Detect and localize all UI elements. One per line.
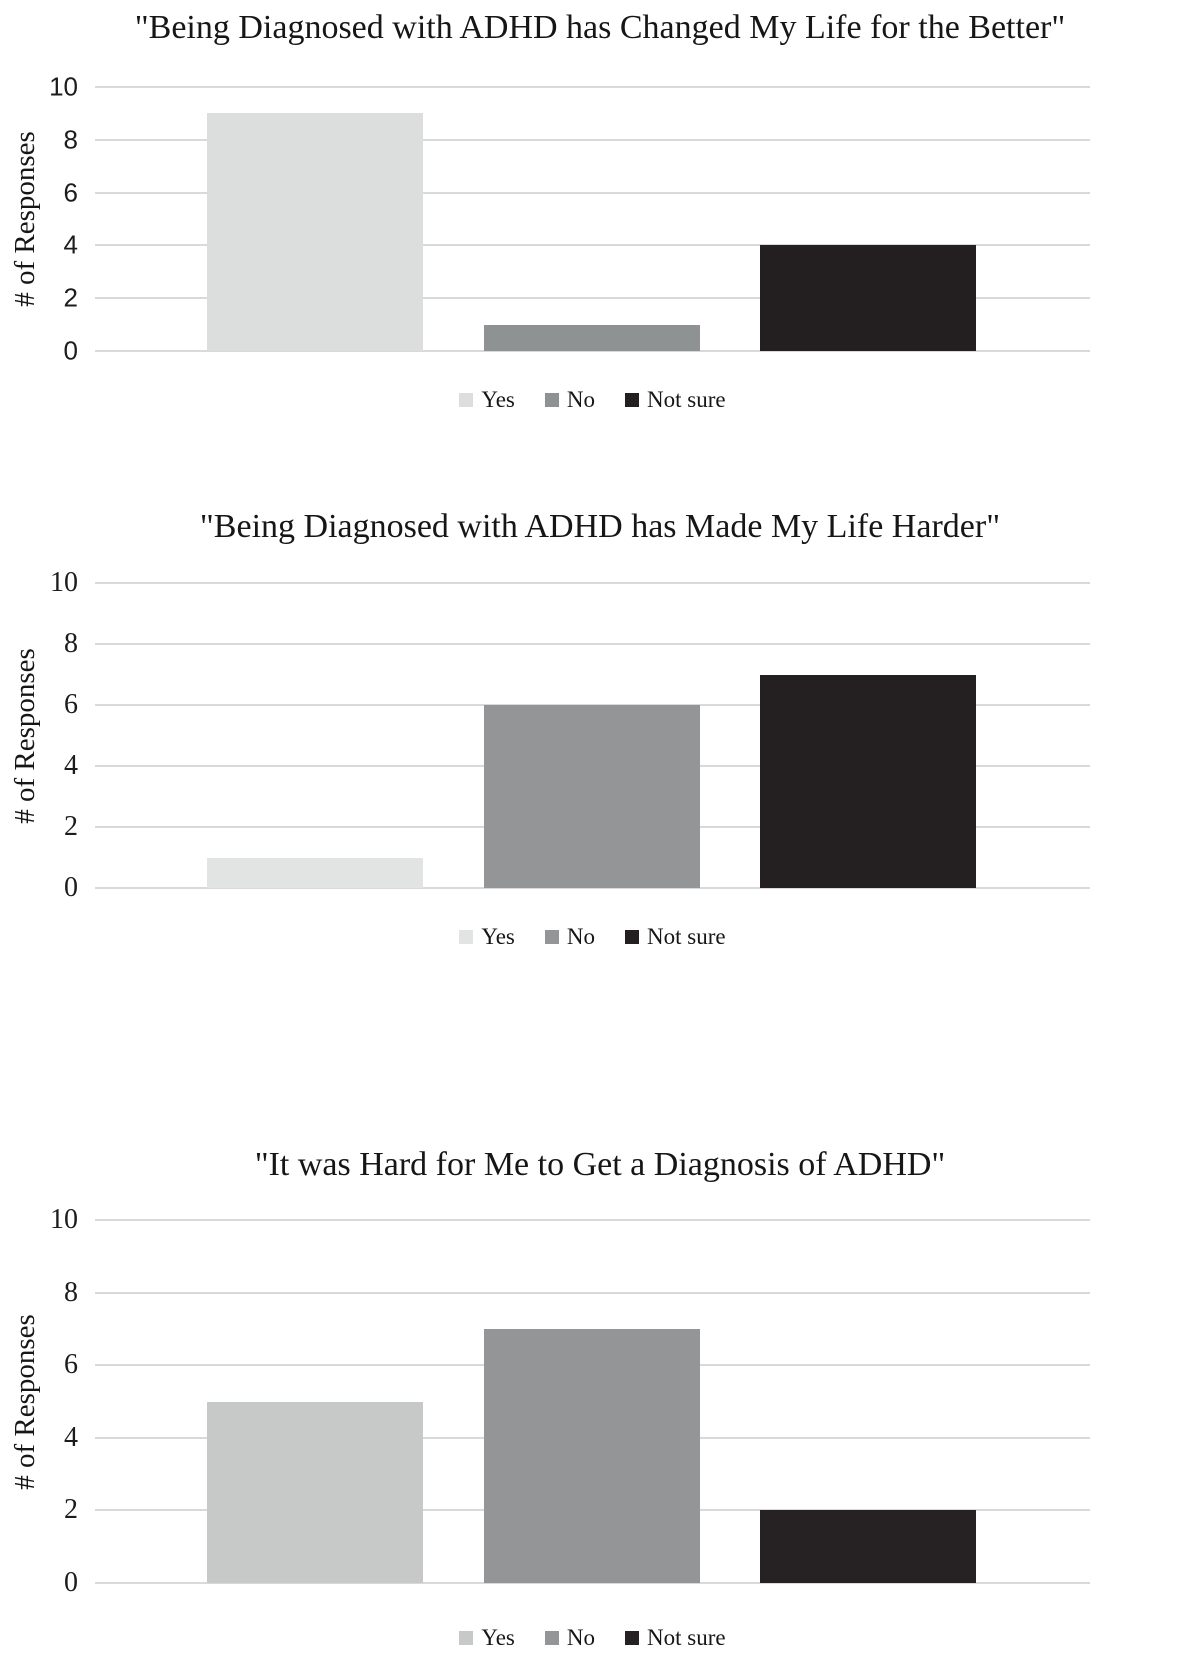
bar-yes <box>207 857 423 888</box>
y-tick-label: 4 <box>63 229 78 260</box>
y-tick-label: 2 <box>64 811 78 842</box>
legend-label: No <box>566 924 595 949</box>
y-tick-label: 10 <box>50 567 78 598</box>
chart-hard-to-get-diagnosis: "It was Hard for Me to Get a Diagnosis o… <box>0 1143 1200 1651</box>
y-tick-label: 8 <box>64 628 78 659</box>
bar-no <box>484 705 700 888</box>
y-tick-label: 0 <box>64 872 78 903</box>
legend-swatch-yes <box>459 930 474 944</box>
gridline <box>95 582 1090 584</box>
legend: Yes No Not sure <box>95 924 1090 950</box>
legend-label: No <box>566 387 595 412</box>
y-axis-title: # of Responses <box>9 647 41 824</box>
bar-not-sure <box>759 674 976 888</box>
y-tick-label: 4 <box>64 1421 78 1453</box>
y-tick-label: 2 <box>64 1494 78 1526</box>
legend-label: Yes <box>481 924 515 949</box>
chart-changed-better: "Being Diagnosed with ADHD has Changed M… <box>0 0 1200 413</box>
legend-item-yes: Yes <box>459 924 515 950</box>
axis-baseline <box>95 350 1090 352</box>
legend-item-not-sure: Not sure <box>625 924 726 950</box>
y-tick-label: 0 <box>63 335 78 366</box>
y-tick-label: 10 <box>49 71 78 102</box>
legend-label: Not sure <box>647 924 726 949</box>
chart-made-harder: "Being Diagnosed with ADHD has Made My L… <box>0 505 1200 950</box>
legend-label: Not sure <box>647 387 726 412</box>
chart-title: "Being Diagnosed with ADHD has Changed M… <box>134 9 1066 46</box>
legend-item-yes: Yes <box>459 1625 515 1651</box>
axis-baseline <box>95 887 1090 889</box>
plot-area: # of Responses 10 8 6 4 2 0 <box>9 567 1090 903</box>
y-axis-title: # of Responses <box>9 1313 41 1490</box>
gridline <box>95 191 1090 194</box>
legend-item-no: No <box>544 387 595 413</box>
plot-area: # of Responses 10 8 6 4 2 0 <box>9 72 1090 366</box>
legend-swatch-not-sure <box>625 930 639 944</box>
gridline <box>95 244 1090 247</box>
legend-item-no: No <box>544 1625 595 1651</box>
legend-swatch-not-sure <box>625 1631 639 1645</box>
y-tick-label: 4 <box>64 750 78 781</box>
legend-label: No <box>566 1625 595 1650</box>
y-tick-label: 2 <box>63 282 78 313</box>
bar-yes <box>207 113 423 351</box>
bar-not-sure <box>759 1510 976 1583</box>
legend-item-no: No <box>544 924 595 950</box>
legend-swatch-yes <box>459 1631 474 1645</box>
bar-not-sure <box>759 245 976 351</box>
y-tick-label: 10 <box>50 1204 78 1235</box>
legend-swatch-no <box>544 1631 559 1645</box>
axis-baseline <box>95 1582 1090 1584</box>
y-tick-label: 8 <box>64 1276 78 1308</box>
legend-item-yes: Yes <box>459 387 515 413</box>
y-tick-label: 6 <box>64 1349 78 1381</box>
plot-area: # of Responses 10 8 6 4 2 0 <box>9 1204 1090 1598</box>
legend-swatch-not-sure <box>625 393 639 407</box>
gridline <box>95 1219 1090 1221</box>
y-tick-label: 6 <box>63 177 78 208</box>
y-axis-title: # of Responses <box>9 131 41 307</box>
gridline <box>95 86 1090 88</box>
legend-swatch-yes <box>459 393 474 407</box>
legend: Yes No Not sure <box>95 387 1090 413</box>
legend: Yes No Not sure <box>95 1625 1090 1651</box>
gridline <box>95 138 1090 141</box>
chart-title: "It was Hard for Me to Get a Diagnosis o… <box>254 1146 946 1183</box>
gridline <box>95 643 1090 645</box>
bar-no <box>484 324 700 351</box>
legend-item-not-sure: Not sure <box>625 387 726 413</box>
y-tick-label: 0 <box>64 1567 78 1598</box>
legend-swatch-no <box>544 393 559 407</box>
gridline <box>95 297 1090 300</box>
gridline <box>95 1291 1090 1294</box>
bar-yes <box>207 1401 423 1583</box>
legend-label: Not sure <box>647 1625 726 1650</box>
bar-no <box>484 1328 700 1583</box>
y-tick-label: 8 <box>63 124 78 155</box>
y-tick-label: 6 <box>64 689 78 720</box>
legend-label: Yes <box>481 1625 515 1650</box>
chart-title: "Being Diagnosed with ADHD has Made My L… <box>199 508 1001 545</box>
legend-label: Yes <box>481 387 515 412</box>
legend-item-not-sure: Not sure <box>625 1625 726 1651</box>
legend-swatch-no <box>544 930 559 944</box>
